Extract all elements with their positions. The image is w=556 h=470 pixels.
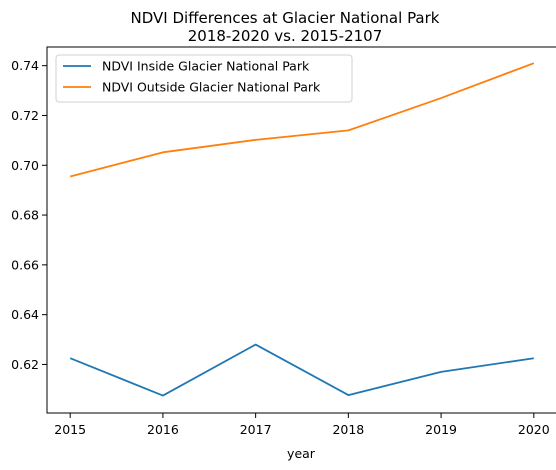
series-line-2 <box>69 62 535 178</box>
chart-subtitle: 2018-2020 vs. 2015-2107 <box>188 27 383 45</box>
y-tick-label: 0.70 <box>11 158 39 173</box>
y-axis-ticks: 0.62 0.64 0.66 0.68 0.70 0.72 0.74 <box>11 58 47 372</box>
x-tick-label: 2015 <box>54 422 86 437</box>
legend-label-1: NDVI Inside Glacier National Park <box>102 59 310 74</box>
y-tick-label: 0.64 <box>11 307 39 322</box>
y-tick-label: 0.72 <box>11 108 39 123</box>
y-tick-label: 0.68 <box>11 208 39 223</box>
y-tick-label: 0.62 <box>11 357 39 372</box>
x-tick-label: 2017 <box>240 422 272 437</box>
series-lines <box>69 62 535 397</box>
x-tick-label: 2019 <box>425 422 457 437</box>
plot-frame <box>46 46 556 414</box>
series-line-1 <box>69 343 534 397</box>
y-tick-label: 0.74 <box>11 58 39 73</box>
legend: NDVI Inside Glacier National Park NDVI Ou… <box>55 54 353 103</box>
legend-box <box>55 54 353 103</box>
chart-title: NDVI Differences at Glacier National Par… <box>131 9 440 27</box>
x-axis-ticks: 2015 2016 2017 2018 2019 2020 <box>54 413 550 437</box>
x-tick-label: 2016 <box>147 422 179 437</box>
x-axis-label: year <box>287 446 316 461</box>
legend-label-2: NDVI Outside Glacier National Park <box>102 80 321 95</box>
x-tick-label: 2018 <box>332 422 364 437</box>
x-tick-label: 2020 <box>518 422 550 437</box>
y-tick-label: 0.66 <box>11 257 39 272</box>
